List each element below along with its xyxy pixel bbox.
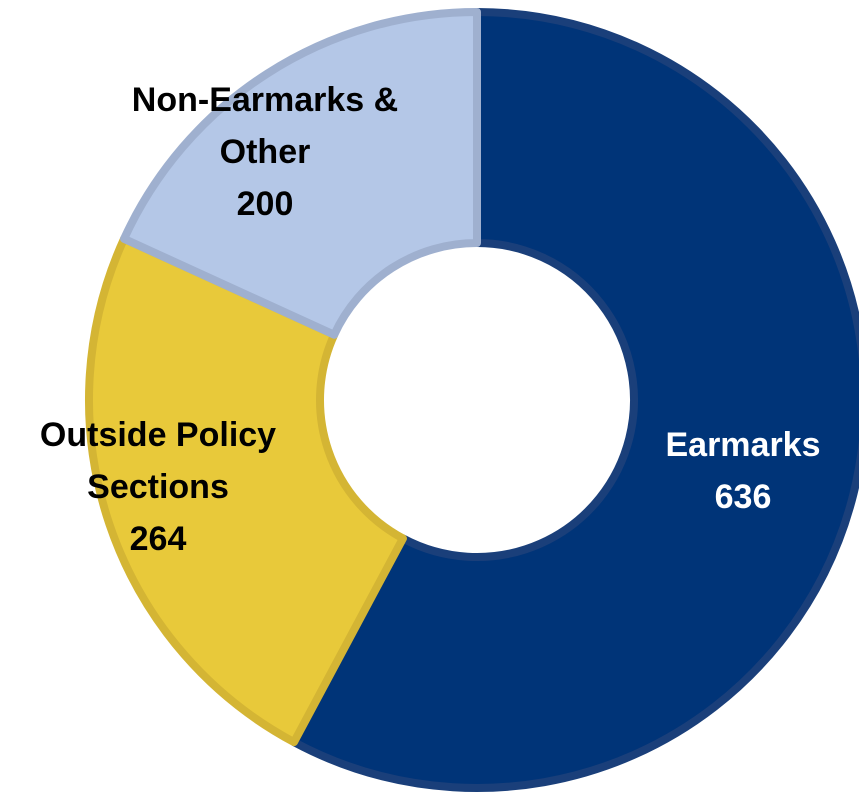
category-label: Outside Policy Sections <box>39 416 277 506</box>
value-label: 264 <box>129 520 187 558</box>
donut-segment <box>120 8 481 339</box>
donut-segment <box>289 8 859 792</box>
segment-label: Outside Policy Sections 264 <box>8 409 308 565</box>
value-label: 200 <box>236 185 294 223</box>
donut-segment <box>85 234 407 747</box>
value-label: 636 <box>714 478 772 516</box>
category-label: Earmarks <box>665 426 821 464</box>
segment-label: Non-Earmarks & Other 200 <box>115 74 415 230</box>
category-label: Non-Earmarks & Other <box>131 81 399 171</box>
segment-label: Earmarks 636 <box>613 419 859 523</box>
